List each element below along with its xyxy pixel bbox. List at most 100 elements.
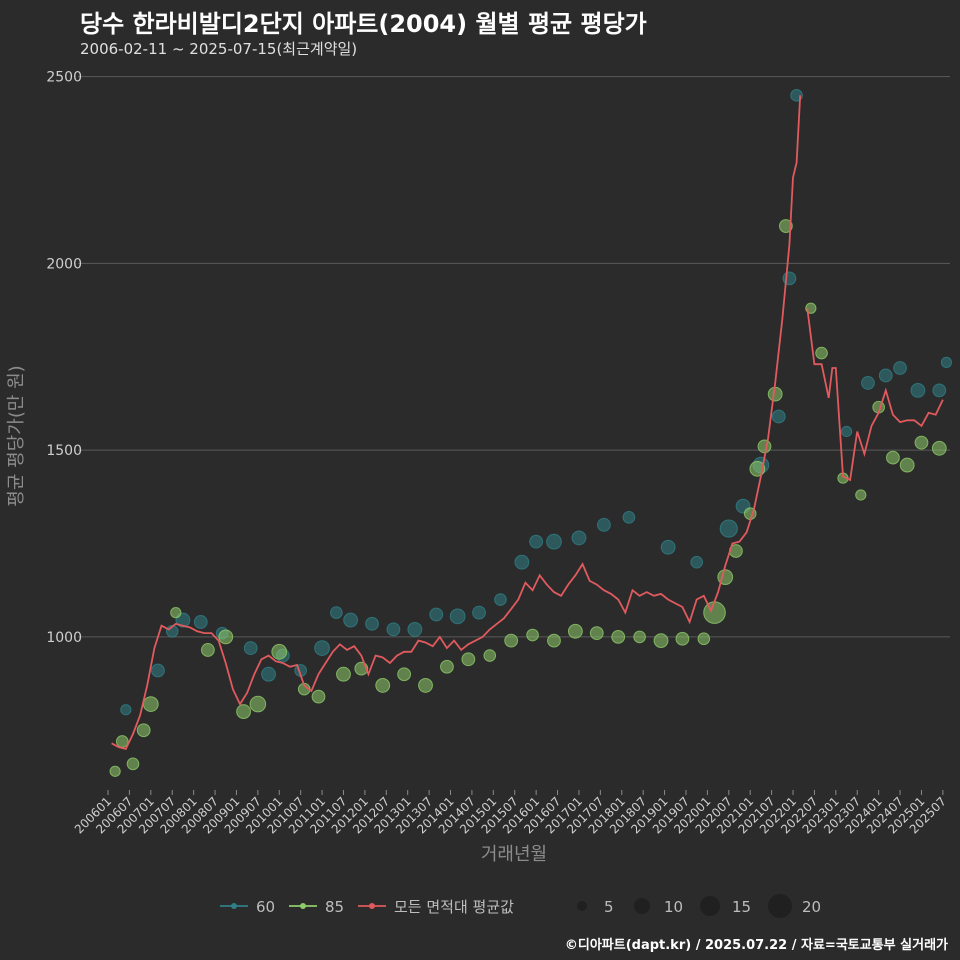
bubble-60 bbox=[861, 376, 875, 390]
bubble-60 bbox=[343, 612, 359, 628]
legend-size-circle-2 bbox=[700, 896, 720, 916]
x-axis-title: 거래년월 bbox=[481, 844, 547, 865]
average-line bbox=[111, 95, 802, 750]
bubble-85 bbox=[200, 643, 215, 657]
bubble-60 bbox=[622, 511, 636, 524]
bubble-85 bbox=[126, 757, 140, 771]
bubble-60 bbox=[840, 425, 853, 438]
bubble-85 bbox=[236, 704, 251, 719]
bubble-60 bbox=[193, 615, 208, 629]
bubble-85 bbox=[675, 631, 690, 646]
bubble-85 bbox=[589, 626, 604, 641]
legend-label-2: 모든 면적대 평균값 bbox=[394, 898, 514, 916]
bubble-85 bbox=[483, 649, 497, 662]
bubble-85 bbox=[418, 678, 433, 693]
bubble-85 bbox=[336, 666, 351, 682]
bubble-60 bbox=[314, 640, 330, 656]
bubble-85 bbox=[567, 623, 583, 639]
bubble-85 bbox=[461, 652, 476, 667]
legend-size-circle-3 bbox=[768, 894, 792, 918]
bubble-85 bbox=[899, 457, 915, 473]
bubble-60 bbox=[365, 616, 379, 631]
bubble-60 bbox=[719, 519, 738, 538]
legend-size-label-2: 15 bbox=[732, 898, 751, 916]
x-axis-ticks: 2006012006072007012007072008012008072009… bbox=[72, 790, 949, 837]
bubble-60 bbox=[261, 666, 276, 682]
y-tick-label: 1500 bbox=[46, 443, 82, 459]
y-axis-ticks: 1000 1500 2000 2500 bbox=[46, 70, 82, 646]
bubble-85 bbox=[136, 723, 151, 738]
bubble-85 bbox=[886, 450, 900, 465]
bubble-60 bbox=[330, 606, 343, 619]
bubble-85 bbox=[271, 643, 288, 660]
legend: 60 85 모든 면적대 평균값 5 10 15 20 bbox=[220, 894, 821, 918]
legend-dot-0 bbox=[231, 903, 237, 909]
legend-size-circle-0 bbox=[577, 901, 587, 911]
legend-label-0: 60 bbox=[256, 898, 275, 916]
bubble-60 bbox=[571, 530, 587, 546]
y-tick-label: 2500 bbox=[46, 70, 82, 86]
bubble-85 bbox=[703, 601, 726, 624]
bubble-60 bbox=[120, 704, 132, 716]
bubble-85 bbox=[526, 628, 539, 642]
bubble-85 bbox=[653, 633, 669, 649]
bubble-85 bbox=[757, 439, 772, 454]
legend-size-label-0: 5 bbox=[604, 898, 614, 916]
y-axis-title: 평균 평당가(만 원) bbox=[6, 365, 27, 506]
bubble-85 bbox=[778, 219, 793, 233]
legend-label-1: 85 bbox=[325, 898, 344, 916]
bubble-85 bbox=[547, 633, 561, 648]
bubble-85 bbox=[142, 696, 159, 712]
credit-text: ©디아파트(dapt.kr) / 2025.07.22 / 자료=국토교통부 실… bbox=[564, 938, 948, 953]
bubble-60 bbox=[597, 517, 611, 532]
bubble-85 bbox=[440, 659, 454, 674]
bubble-85 bbox=[397, 667, 412, 682]
bubble-60 bbox=[494, 593, 507, 606]
bubble-85 bbox=[611, 629, 626, 644]
legend-size-circle-1 bbox=[634, 898, 650, 914]
bubble-85 bbox=[115, 735, 129, 748]
bubble-60 bbox=[243, 641, 258, 655]
legend-size-label-3: 20 bbox=[802, 898, 821, 916]
bubble-85 bbox=[815, 346, 828, 360]
bubble-85 bbox=[218, 629, 234, 645]
bubble-60 bbox=[151, 663, 165, 678]
bubble-85 bbox=[914, 435, 929, 450]
legend-dot-1 bbox=[300, 903, 306, 909]
bubble-60 bbox=[878, 368, 893, 383]
bubble-60 bbox=[660, 539, 676, 555]
bubble-85 bbox=[855, 489, 867, 501]
legend-size-label-1: 10 bbox=[664, 898, 683, 916]
bubble-60 bbox=[893, 361, 907, 375]
bubble-60 bbox=[910, 382, 926, 398]
bubble-85 bbox=[311, 689, 326, 704]
chart-subtitle: 2006-02-11 ~ 2025-07-15(최근계약일) bbox=[80, 40, 358, 58]
legend-dot-2 bbox=[369, 903, 375, 909]
chart-title: 당수 한라비발디2단지 아파트(2004) 월별 평균 평당가 bbox=[80, 10, 647, 38]
average-line bbox=[806, 308, 944, 482]
bubble-60 bbox=[771, 409, 786, 424]
bubble-60 bbox=[546, 533, 562, 550]
bubble-85 bbox=[633, 630, 646, 644]
bubble-85 bbox=[249, 695, 267, 713]
bubble-85 bbox=[697, 632, 711, 646]
bubble-60 bbox=[514, 554, 530, 570]
bubble-60 bbox=[386, 622, 401, 637]
bubble-85 bbox=[504, 633, 519, 648]
bubble-85 bbox=[931, 440, 947, 456]
bubble-85 bbox=[109, 765, 121, 777]
bubble-60 bbox=[449, 608, 466, 625]
bubble-60 bbox=[407, 621, 423, 637]
bubble-60 bbox=[429, 607, 444, 622]
series-60-bubbles bbox=[120, 89, 953, 716]
bubble-60 bbox=[472, 605, 486, 620]
y-tick-label: 1000 bbox=[46, 630, 82, 646]
bubble-85 bbox=[170, 606, 182, 619]
bubble-60 bbox=[690, 555, 703, 569]
bubble-60 bbox=[932, 383, 947, 398]
bubble-60 bbox=[940, 356, 953, 368]
bubble-85 bbox=[375, 678, 391, 693]
y-tick-label: 2000 bbox=[46, 256, 82, 272]
average-line-series bbox=[111, 95, 944, 750]
